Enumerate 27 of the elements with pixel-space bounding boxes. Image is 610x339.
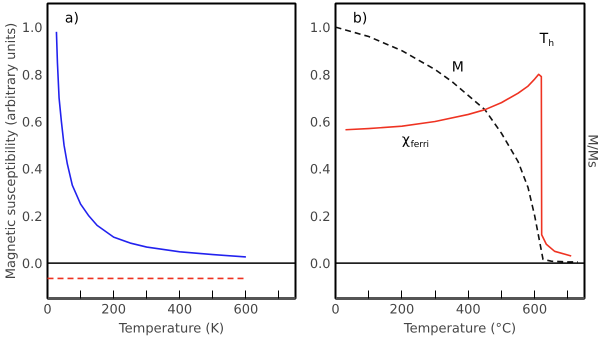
annotation: b) — [352, 10, 368, 26]
x-axis-title: Temperature (K) — [118, 322, 224, 336]
x-tick-label: 200 — [389, 302, 414, 318]
y-tick-label: 0.2 — [22, 210, 43, 225]
annotation: a) — [64, 10, 79, 26]
x-axis-title: Temperature (°C) — [402, 322, 516, 336]
x-tick-label: 200 — [101, 302, 126, 318]
x-tick-label: 400 — [456, 302, 481, 318]
y-tick-label: 0.4 — [22, 162, 43, 178]
y2-axis-title: M/Ms — [584, 134, 600, 168]
y-axis-title: Magnetic susceptibility (arbitrary units) — [4, 22, 19, 280]
x-tick-label: 0 — [331, 302, 340, 318]
x-tick-label: 600 — [522, 302, 548, 318]
y-tick-label: 0.0 — [22, 257, 43, 272]
y-tick-label: 0.4 — [310, 162, 331, 178]
x-tick-label: 0 — [43, 302, 52, 318]
series-label: M — [452, 59, 464, 76]
x-tick-label: 600 — [233, 302, 258, 318]
x-tick-label: 400 — [167, 302, 192, 318]
y-tick-label: 0.2 — [310, 210, 331, 225]
y-tick-label: 0.8 — [310, 68, 331, 84]
y-tick-label: 0.6 — [310, 116, 331, 130]
y-tick-label: 0.6 — [22, 116, 43, 130]
y-tick-label: 1.0 — [310, 21, 331, 36]
y-tick-label: 0.8 — [22, 68, 43, 84]
y-tick-label: 1.0 — [22, 21, 43, 36]
y-tick-label: 0.0 — [310, 257, 331, 272]
